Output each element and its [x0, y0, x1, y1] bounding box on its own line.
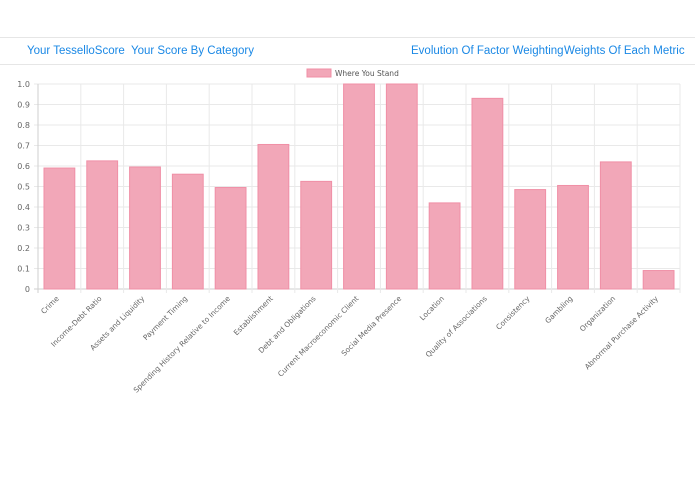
tab-evolution-factor-weighting[interactable]: Evolution Of Factor Weighting [411, 45, 564, 57]
bar [257, 143, 290, 290]
tab-your-tesselloscore[interactable]: Your TesselloScore [27, 45, 125, 57]
y-tick-label: 0.4 [17, 203, 30, 212]
bar [471, 97, 504, 290]
bar [514, 189, 547, 290]
tab-weights-each-metric[interactable]: Weights Of Each Metric [564, 45, 685, 57]
y-tick-label: 0.3 [17, 224, 30, 233]
bar [129, 166, 161, 290]
bar [300, 180, 333, 290]
y-axis-ticks: 0 0.1 0.2 0.3 0.4 0.5 0.6 0.7 0.8 0.9 1.0 [17, 80, 30, 294]
y-tick-label: 0.5 [17, 183, 30, 192]
bar [557, 184, 589, 290]
x-tick-label: Crime [39, 294, 61, 316]
x-tick-label: Gambling [543, 294, 574, 325]
score-by-category-chart: 0 0.1 0.2 0.3 0.4 0.5 0.6 0.7 0.8 0.9 1.0 CrimeInc… [17, 68, 681, 395]
chart-bars [43, 83, 675, 290]
bar [428, 202, 461, 290]
chart-legend[interactable]: Where You Stand [306, 68, 399, 78]
x-tick-label: Location [418, 294, 446, 322]
bar [642, 270, 675, 290]
y-tick-label: 0.2 [17, 244, 30, 253]
legend-swatch [306, 68, 332, 78]
top-divider [0, 37, 695, 38]
bar [385, 83, 418, 290]
x-tick-label: Abnormal Purchase Activity [583, 294, 661, 372]
y-tick-label: 0.7 [17, 142, 30, 151]
x-tick-label: Organization [578, 294, 617, 333]
bar [171, 173, 204, 290]
y-tick-label: 0.1 [17, 265, 30, 274]
tab-score-by-category[interactable]: Your Score By Category [131, 45, 254, 57]
x-tick-label: Spending History Relative to Income [132, 294, 233, 395]
x-tick-label: Payment Timing [141, 294, 189, 342]
y-tick-label: 0.9 [17, 101, 30, 110]
category-nav: Your TesselloScore Your Score By Categor… [0, 38, 695, 64]
nav-divider [0, 64, 695, 65]
y-tick-label: 1.0 [17, 80, 30, 89]
bar [599, 161, 632, 290]
x-tick-label: Consistency [494, 294, 532, 332]
y-tick-label: 0 [25, 285, 30, 294]
bar [86, 160, 119, 290]
legend-label: Where You Stand [335, 69, 399, 78]
bar [43, 167, 76, 290]
x-tick-label: Current Macroeconomic Client [276, 294, 361, 379]
y-tick-label: 0.8 [17, 121, 30, 130]
bar [343, 83, 375, 290]
bar [214, 187, 247, 290]
y-tick-label: 0.6 [17, 162, 30, 171]
x-tick-label: Establishment [232, 294, 275, 337]
